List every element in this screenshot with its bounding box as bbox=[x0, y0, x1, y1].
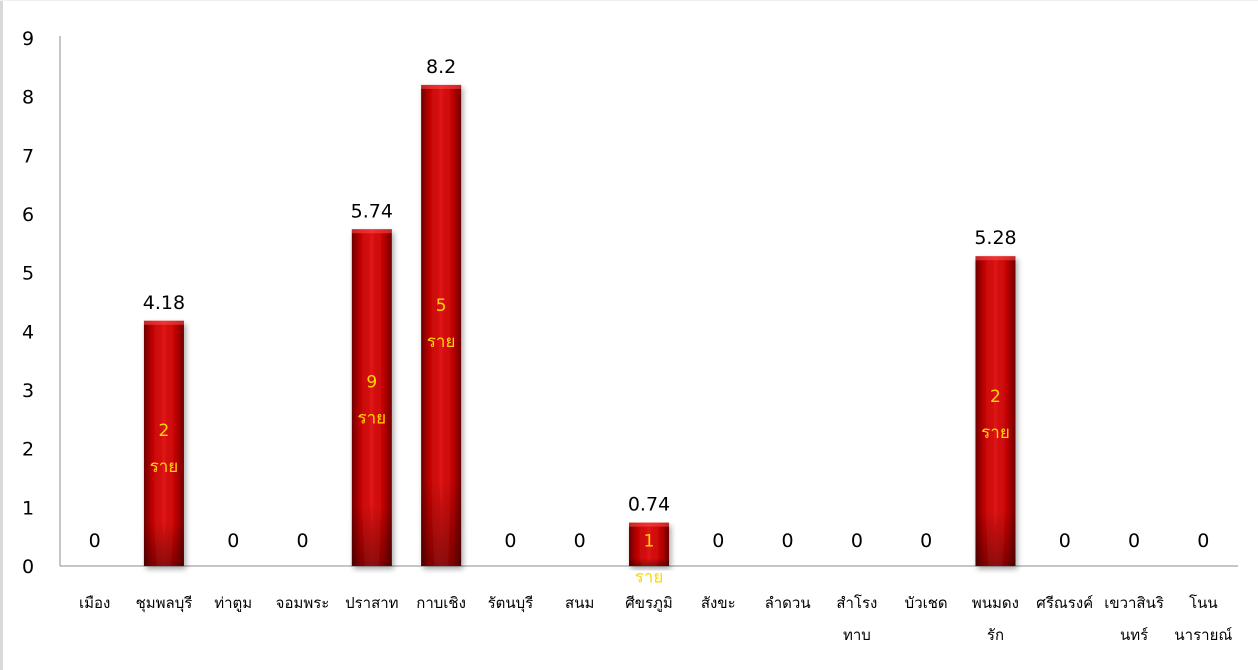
y-tick-label: 3 bbox=[22, 380, 34, 402]
bar-inner-label: 1 bbox=[644, 532, 655, 552]
bar-top-highlight bbox=[421, 84, 462, 89]
value-label: 0.74 bbox=[628, 494, 670, 516]
x-category-label: ชุมพลบุรี bbox=[136, 594, 193, 613]
bar-inner-label: ราย bbox=[635, 568, 664, 588]
bar-inner-label: 2 bbox=[990, 387, 1001, 407]
bar-inner-label: ราย bbox=[150, 457, 179, 477]
bar-shade bbox=[421, 84, 462, 566]
value-label: 0 bbox=[574, 530, 586, 552]
y-tick-label: 9 bbox=[22, 28, 34, 50]
x-category-label: เมือง bbox=[79, 594, 110, 612]
y-tick-label: 0 bbox=[22, 556, 34, 578]
value-label: 0 bbox=[920, 530, 932, 552]
x-category-label: รัก bbox=[987, 626, 1004, 644]
x-category-label: จอมพระ bbox=[276, 594, 330, 612]
y-tick-label: 6 bbox=[22, 204, 34, 226]
y-tick-label: 1 bbox=[22, 497, 34, 519]
bar-shade bbox=[629, 522, 669, 566]
left-border bbox=[0, 0, 3, 670]
x-category-label: บัวเชด bbox=[905, 594, 948, 612]
value-label: 8.2 bbox=[426, 56, 456, 78]
bars bbox=[143, 84, 1016, 566]
bar bbox=[975, 256, 1016, 566]
bar-inner-label: 9 bbox=[366, 373, 377, 393]
bar bbox=[629, 522, 669, 566]
y-tick-label: 5 bbox=[22, 263, 34, 285]
value-label: 4.18 bbox=[143, 292, 185, 314]
x-category-label: สนม bbox=[565, 594, 594, 612]
x-category-label: พนมดง bbox=[972, 594, 1019, 612]
y-tick-label: 2 bbox=[22, 439, 34, 461]
bar-shade bbox=[143, 320, 184, 566]
x-category-label: โนน bbox=[1189, 594, 1218, 612]
y-tick-label: 8 bbox=[22, 87, 34, 109]
x-category-label: ลำดวน bbox=[765, 594, 811, 612]
bar bbox=[351, 229, 392, 566]
value-label: 5.74 bbox=[351, 200, 393, 222]
value-label: 0 bbox=[851, 530, 863, 552]
bar-inner-label: 5 bbox=[436, 296, 447, 316]
x-category-label: ศรีณรงค์ bbox=[1036, 594, 1093, 612]
x-category-label: สำโรง bbox=[836, 594, 877, 612]
x-category-label: เขวาสินริ bbox=[1104, 594, 1164, 612]
bar-inner-label: ราย bbox=[427, 332, 456, 352]
value-label: 0 bbox=[1197, 530, 1209, 552]
value-label: 0 bbox=[1059, 530, 1071, 552]
x-category-label: ปราสาท bbox=[345, 594, 398, 612]
value-label: 0 bbox=[712, 530, 724, 552]
x-category-label: ทาบ bbox=[843, 626, 871, 644]
bar bbox=[143, 320, 184, 566]
value-label: 5.28 bbox=[974, 227, 1016, 249]
value-label: 0 bbox=[504, 530, 516, 552]
top-border bbox=[0, 0, 1258, 1]
x-category-label: กาบเชิง bbox=[416, 594, 466, 612]
bar-top-highlight bbox=[975, 256, 1016, 261]
bar-inner-label: ราย bbox=[981, 423, 1010, 443]
bar-top-highlight bbox=[351, 229, 392, 234]
bar-inner-label: ราย bbox=[358, 409, 387, 429]
value-label: 0 bbox=[1128, 530, 1140, 552]
value-label: 0 bbox=[782, 530, 794, 552]
x-category-label: นารายณ์ bbox=[1174, 626, 1232, 644]
y-tick-label: 4 bbox=[22, 321, 34, 343]
x-category-label: สังขะ bbox=[701, 594, 736, 612]
bar-top-highlight bbox=[143, 320, 184, 325]
value-label: 0 bbox=[89, 530, 101, 552]
bar-shade bbox=[975, 256, 1016, 566]
value-label: 0 bbox=[227, 530, 239, 552]
value-label: 0 bbox=[296, 530, 308, 552]
x-category-label: ศีขรภูมิ bbox=[625, 594, 673, 612]
bar-shade bbox=[351, 229, 392, 566]
bar-top-highlight bbox=[629, 522, 669, 527]
x-category-label: รัตนบุรี bbox=[488, 594, 534, 613]
x-category-label: นทร์ bbox=[1120, 626, 1148, 644]
x-category-label: ท่าตูม bbox=[214, 594, 252, 612]
bar bbox=[421, 84, 462, 566]
bar-inner-label: 2 bbox=[159, 421, 170, 441]
y-tick-label: 7 bbox=[22, 145, 34, 167]
